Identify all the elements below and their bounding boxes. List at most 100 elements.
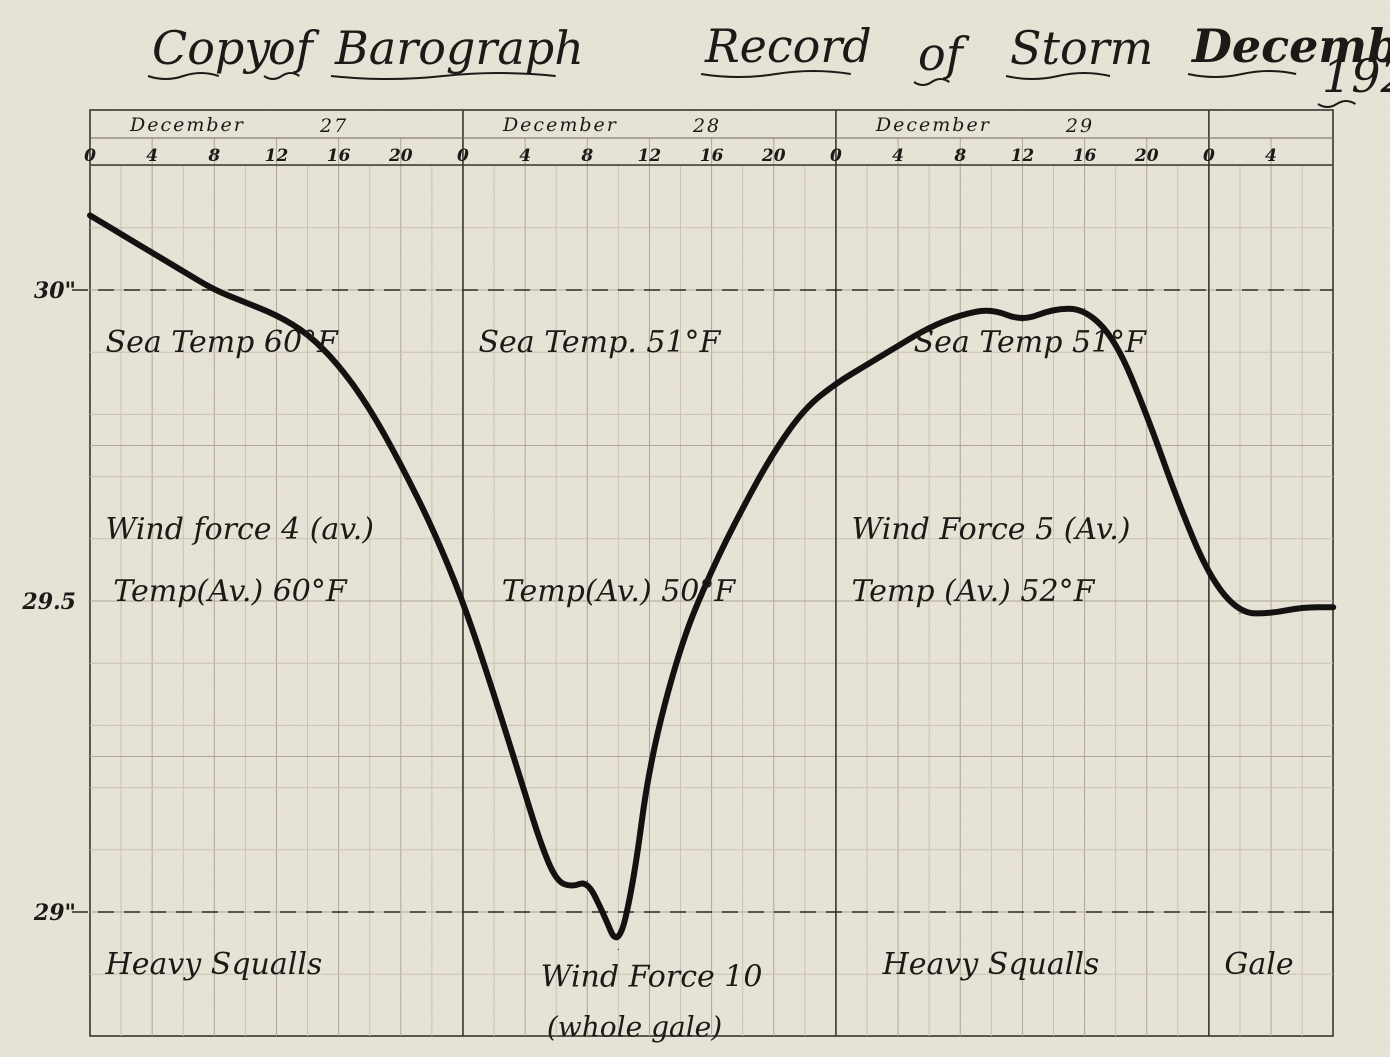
pressure-point xyxy=(1115,339,1117,341)
pressure-point xyxy=(369,407,371,409)
chart-series xyxy=(87,212,1337,950)
day-number: 27 xyxy=(319,115,348,137)
pressure-point xyxy=(617,948,619,950)
pressure-point xyxy=(897,345,899,347)
pressure-point xyxy=(306,332,309,335)
annotation-label: Wind force 4 (av.) xyxy=(106,512,374,547)
pressure-point xyxy=(1021,320,1024,322)
title-underline xyxy=(913,78,950,86)
hour-tick-label: 12 xyxy=(265,146,289,166)
title-word: of xyxy=(268,21,320,75)
annotation-label: (whole gale) xyxy=(547,1010,722,1043)
pressure-point xyxy=(711,569,713,571)
pressure-point xyxy=(1177,500,1179,503)
pressure-point xyxy=(400,463,402,465)
pressure-point xyxy=(1208,575,1210,577)
title-word: 192 xyxy=(1322,49,1390,103)
chart-annotations: Sea Temp 60°F Sea Temp. 51°F Sea Temp 51°F… xyxy=(105,325,1294,1043)
day-label: December xyxy=(502,114,618,136)
pressure-point xyxy=(959,314,961,316)
y-tick-label: 30" xyxy=(34,278,76,304)
hour-tick-label: 4 xyxy=(1265,146,1277,166)
hour-tick-label: 16 xyxy=(1073,146,1097,166)
title-underline xyxy=(700,70,851,78)
pressure-point xyxy=(804,407,806,409)
hour-tick-label: 8 xyxy=(580,146,593,166)
day-number: 28 xyxy=(692,115,721,137)
hour-tick-label: 0 xyxy=(1203,146,1215,166)
pressure-point xyxy=(928,326,930,328)
pressure-point xyxy=(540,842,542,845)
pressure-line xyxy=(87,212,1337,941)
chart-grid xyxy=(72,109,1334,1037)
annotation-label: Sea Temp. 51°F xyxy=(479,325,722,360)
pressure-point xyxy=(1239,612,1241,615)
title-underline xyxy=(263,72,300,80)
pressure-point xyxy=(1270,612,1272,615)
pressure-point xyxy=(835,382,837,384)
y-tick-label: 29.5 xyxy=(21,589,76,615)
title-word: Storm xyxy=(1010,21,1153,75)
pressure-point xyxy=(431,525,433,527)
hour-tick-label: 16 xyxy=(327,146,351,166)
annotation-label: Gale xyxy=(1224,947,1293,982)
pressure-point xyxy=(244,301,246,304)
title-underline xyxy=(1187,70,1297,78)
chart-axes: December 27 December 28 December 29 0 4 8 12 16 20 0… xyxy=(21,114,1277,926)
annotation-label: Temp(Av.) 60°F xyxy=(113,574,348,609)
day-label: December xyxy=(875,114,991,136)
pressure-point xyxy=(182,270,184,272)
pressure-point xyxy=(1301,606,1303,608)
hour-tick-label: 4 xyxy=(146,146,158,166)
pressure-point xyxy=(462,600,464,602)
annotation-label: Temp(Av.) 50°F xyxy=(502,574,737,609)
hour-tick-label: 8 xyxy=(953,146,966,166)
pressure-point xyxy=(338,364,340,366)
hour-tick-label: 0 xyxy=(84,146,96,166)
day-number: 29 xyxy=(1065,115,1094,137)
pressure-point xyxy=(89,214,91,216)
hour-tick-label: 20 xyxy=(388,146,413,166)
title-word: of xyxy=(918,27,970,81)
chart-title: CopyofBarographRecordofStormDecember192 xyxy=(147,19,1390,108)
hour-tick-label: 0 xyxy=(457,146,469,166)
annotation-label: Wind Force 5 (Av.) xyxy=(851,512,1130,547)
title-underline xyxy=(1317,100,1356,108)
pressure-point xyxy=(773,451,775,453)
title-word: Barograph xyxy=(334,21,584,75)
hour-tick-label: 4 xyxy=(519,146,531,166)
hour-tick-label: 16 xyxy=(700,146,724,166)
pressure-point xyxy=(586,880,588,882)
hour-tick-label: 12 xyxy=(638,146,662,166)
pressure-point xyxy=(571,886,573,888)
pressure-point xyxy=(524,793,526,795)
title-underline xyxy=(1005,72,1111,80)
annotation-label: Heavy Squalls xyxy=(882,947,1100,982)
annotation-label: Temp (Av.) 52°F xyxy=(851,574,1095,609)
hour-tick-label: 20 xyxy=(1134,146,1159,166)
pressure-point xyxy=(1332,606,1334,608)
pressure-point xyxy=(633,880,635,882)
pressure-point xyxy=(866,364,868,366)
pressure-point xyxy=(648,762,651,764)
pressure-point xyxy=(679,643,682,646)
y-tick-label: 29" xyxy=(33,900,76,926)
pressure-point xyxy=(1083,308,1086,310)
pressure-point xyxy=(275,314,278,316)
pressure-point xyxy=(990,308,992,310)
title-word: Copy xyxy=(152,21,271,75)
pressure-point xyxy=(151,252,153,254)
hour-tick-label: 0 xyxy=(830,146,842,166)
hour-tick-label: 8 xyxy=(207,146,220,166)
day-label: December xyxy=(129,114,245,136)
pressure-point xyxy=(602,911,604,913)
title-word: December xyxy=(1190,19,1390,73)
annotation-label: Sea Temp 51°F xyxy=(914,325,1148,360)
hour-tick-label: 12 xyxy=(1011,146,1035,166)
pressure-point xyxy=(742,507,744,509)
title-underline xyxy=(330,72,556,80)
hour-tick-label: 20 xyxy=(761,146,786,166)
